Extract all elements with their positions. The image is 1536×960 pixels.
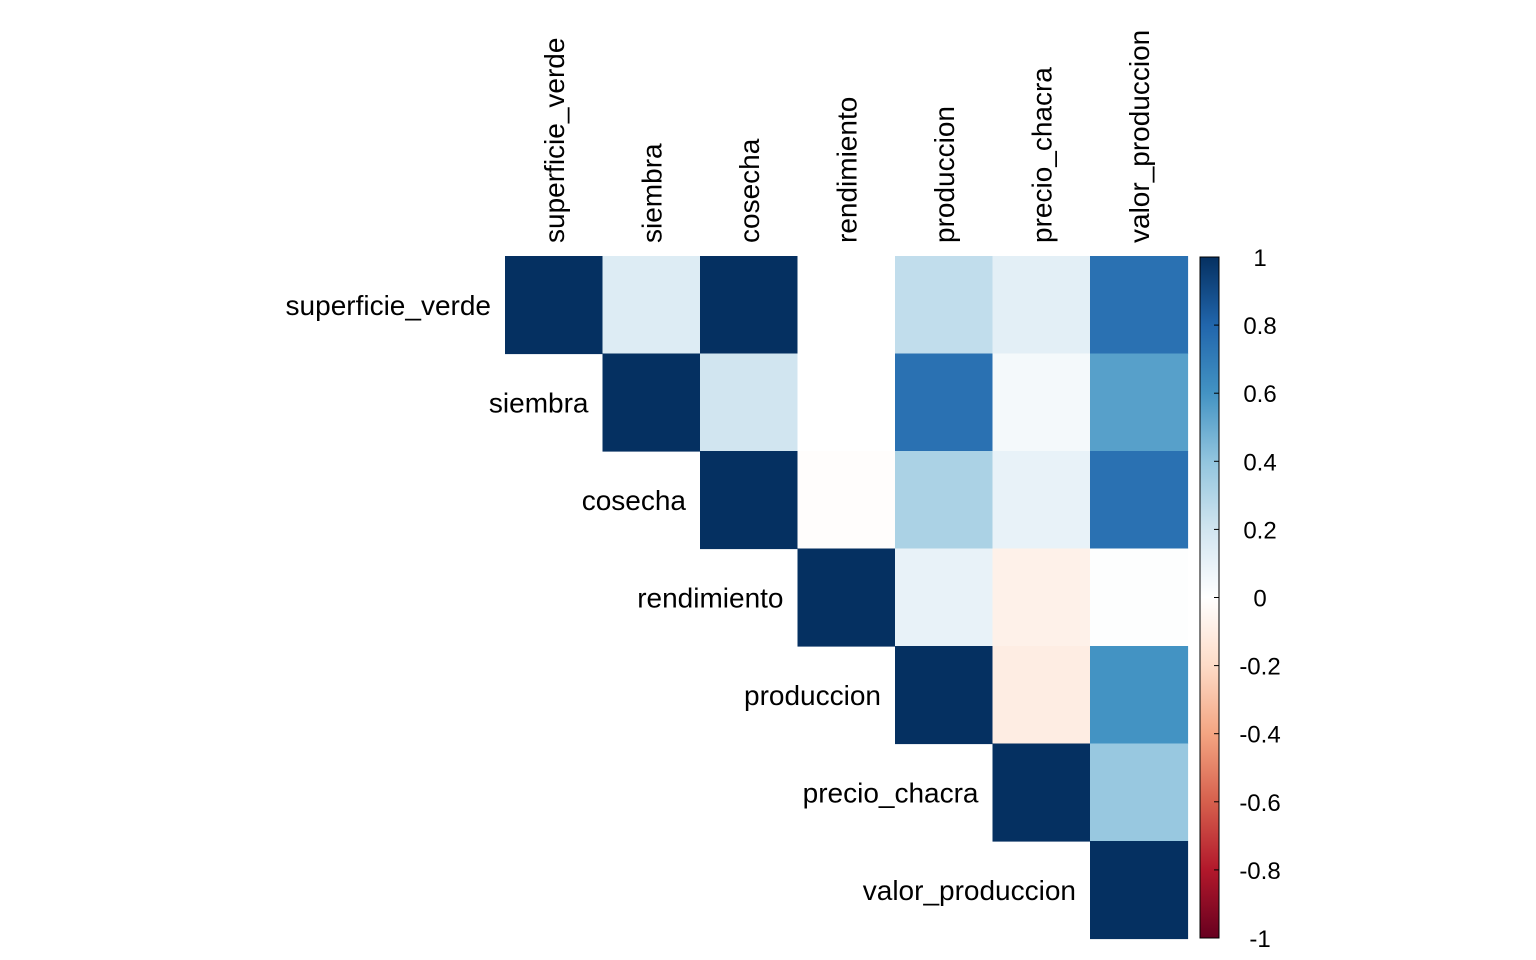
colorbar-tick-label: 0.2: [1243, 517, 1276, 544]
row-label-valor_produccion: valor_produccion: [863, 875, 1076, 906]
cell-superficie_verde-valor_produccion: [1090, 256, 1189, 355]
row-label-produccion: produccion: [744, 680, 881, 711]
colorbar-tick-label: 0.6: [1243, 381, 1276, 408]
cell-superficie_verde-rendimiento: [797, 256, 896, 355]
cell-cosecha-precio_chacra: [992, 451, 1091, 550]
cell-rendimiento-precio_chacra: [992, 548, 1091, 647]
column-label-superficie_verde: superficie_verde: [539, 38, 570, 243]
cell-rendimiento-valor_produccion: [1090, 548, 1189, 647]
colorbar-tick-label: 0.4: [1243, 449, 1276, 476]
colorbar-tick-label: 1: [1253, 245, 1266, 272]
cell-precio_chacra-valor_produccion: [1090, 743, 1189, 842]
row-label-superficie_verde: superficie_verde: [286, 290, 491, 321]
cell-superficie_verde-precio_chacra: [992, 256, 1091, 355]
cell-superficie_verde-cosecha: [700, 256, 799, 355]
colorbar-tick-label: -0.8: [1239, 858, 1280, 885]
cell-cosecha-cosecha: [700, 451, 799, 550]
cell-produccion-precio_chacra: [992, 646, 1091, 745]
column-label-valor_produccion: valor_produccion: [1124, 30, 1155, 243]
colorbar-ticks: 1 0.8 0.6 0.4 0.2 0 -0.2 -0.4 -0.6 -0.8 -1: [1214, 245, 1281, 953]
row-label-cosecha: cosecha: [582, 485, 687, 516]
colorbar-tick-label: -0.6: [1239, 790, 1280, 817]
cell-superficie_verde-siembra: [602, 256, 701, 355]
cell-rendimiento-produccion: [895, 548, 994, 647]
cell-siembra-produccion: [895, 353, 994, 452]
cell-siembra-rendimiento: [797, 353, 896, 452]
column-label-siembra: siembra: [636, 143, 667, 243]
colorbar: 1 0.8 0.6 0.4 0.2 0 -0.2 -0.4 -0.6 -0.8 -1: [1199, 245, 1281, 953]
colorbar-tick-label: 0.8: [1243, 313, 1276, 340]
cell-siembra-precio_chacra: [992, 353, 1091, 452]
cell-precio_chacra-precio_chacra: [992, 743, 1091, 842]
colorbar-tick-label: -1: [1249, 926, 1270, 953]
cell-rendimiento-rendimiento: [797, 548, 896, 647]
colorbar-tick-label: 0: [1253, 586, 1266, 613]
cell-cosecha-valor_produccion: [1090, 451, 1189, 550]
column-label-produccion: produccion: [929, 106, 960, 243]
cell-valor_produccion-valor_produccion: [1090, 841, 1189, 940]
cell-produccion-valor_produccion: [1090, 646, 1189, 745]
cell-siembra-valor_produccion: [1090, 353, 1189, 452]
cell-produccion-produccion: [895, 646, 994, 745]
cell-siembra-siembra: [602, 353, 701, 452]
column-label-rendimiento: rendimiento: [831, 97, 862, 243]
colorbar-tick-label: -0.4: [1239, 722, 1280, 749]
colorbar-border: [1199, 256, 1220, 939]
colorbar-gradient: [1200, 257, 1219, 938]
cell-superficie_verde-produccion: [895, 256, 994, 355]
row-label-siembra: siembra: [489, 387, 589, 418]
row-label-precio_chacra: precio_chacra: [803, 777, 979, 808]
cell-cosecha-produccion: [895, 451, 994, 550]
row-label-rendimiento: rendimiento: [637, 582, 783, 613]
heatmap-cells: [505, 256, 1189, 940]
cell-cosecha-rendimiento: [797, 451, 896, 550]
column-label-precio_chacra: precio_chacra: [1026, 67, 1057, 243]
cell-superficie_verde-superficie_verde: [505, 256, 604, 355]
cell-siembra-cosecha: [700, 353, 799, 452]
column-label-cosecha: cosecha: [734, 138, 765, 243]
colorbar-tick-label: -0.2: [1239, 654, 1280, 681]
